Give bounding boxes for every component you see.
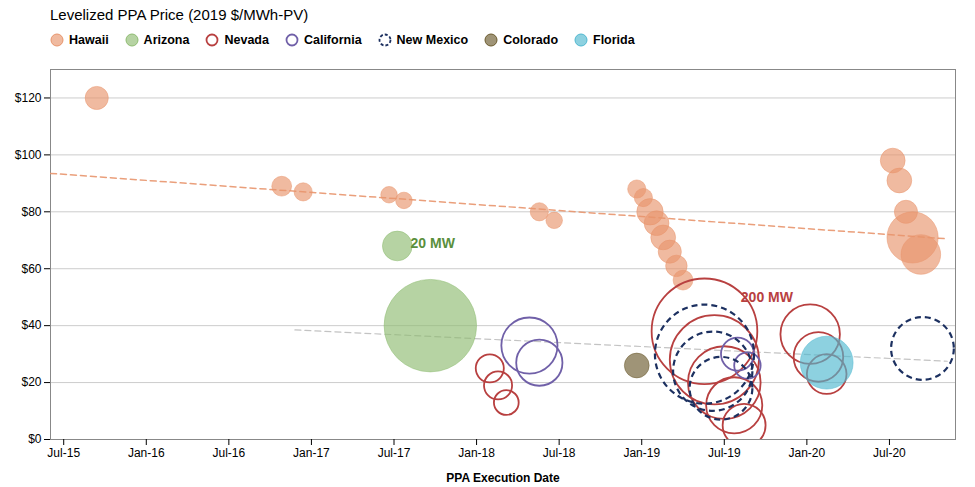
html-text:Levelized PPA Price (2019 $/MW: Levelized PPA Price (2019 $/MWh-PV) (50, 6, 309, 23)
svg-text:Jan-18: Jan-18 (458, 446, 495, 460)
svg-text:Jan-20: Jan-20 (789, 446, 826, 460)
svg-text:PPA Execution Date: PPA Execution Date (446, 471, 560, 485)
html-text:Florida: Florida (593, 33, 635, 47)
svg-text:$100: $100 (15, 148, 42, 162)
svg-text:$80: $80 (21, 205, 41, 219)
html-text:Arizona: Arizona (143, 33, 190, 47)
svg-text:Jan-19: Jan-19 (623, 446, 660, 460)
svg-text:$120: $120 (15, 91, 42, 105)
svg-text:Jan-17: Jan-17 (293, 446, 330, 460)
svg-text:$60: $60 (21, 262, 41, 276)
svg-text:20 MW: 20 MW (411, 235, 456, 251)
svg-text:Jan-16: Jan-16 (128, 446, 165, 460)
svg-text:$40: $40 (21, 318, 41, 332)
svg-text:Jul-16: Jul-16 (213, 446, 246, 460)
svg-text:Jul-18: Jul-18 (543, 446, 576, 460)
html-text:Colorado: Colorado (503, 33, 558, 47)
svg-text:200 MW: 200 MW (741, 289, 794, 305)
svg-text:Jul-19: Jul-19 (708, 446, 741, 460)
html-text:New Mexico: New Mexico (396, 33, 469, 47)
html-text:Hawaii: Hawaii (69, 33, 109, 47)
svg-text:Jul-15: Jul-15 (47, 446, 80, 460)
html-text:California: California (303, 33, 362, 47)
svg-text:$0: $0 (28, 432, 42, 446)
svg-text:Jul-17: Jul-17 (378, 446, 411, 460)
svg-text:$20: $20 (21, 375, 41, 389)
svg-text:Jul-20: Jul-20 (873, 446, 906, 460)
html-text:Nevada: Nevada (224, 33, 269, 47)
